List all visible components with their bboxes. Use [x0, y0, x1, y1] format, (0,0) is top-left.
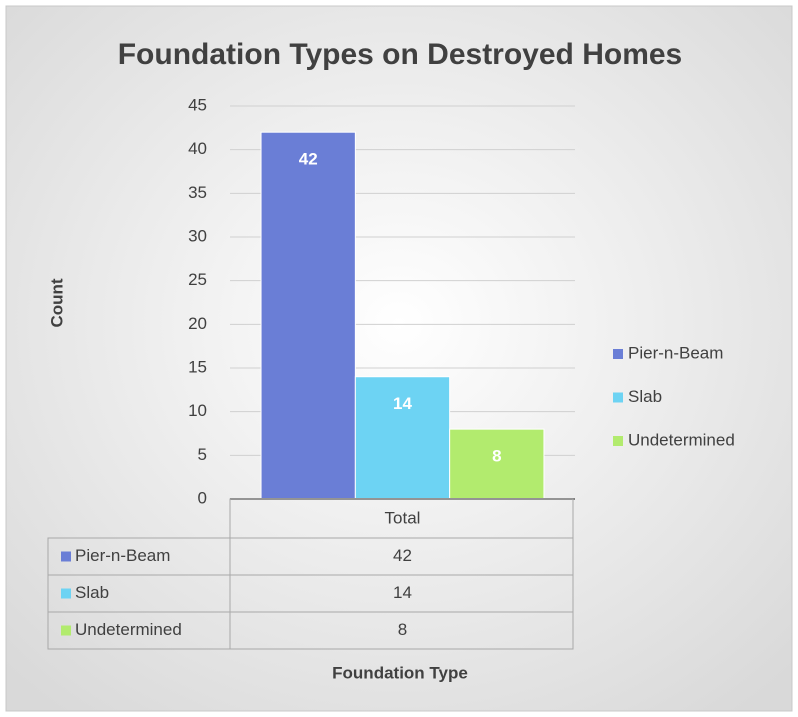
- y-tick-label: 45: [188, 95, 207, 114]
- y-tick-label: 15: [188, 357, 207, 376]
- table-key: [61, 551, 71, 562]
- x-tick-label: Total: [385, 508, 421, 527]
- y-tick-label: 20: [188, 314, 207, 333]
- y-tick-label: 35: [188, 183, 207, 202]
- y-tick-label: 0: [198, 488, 207, 507]
- table-value: 42: [393, 546, 412, 565]
- table-series-name: Pier-n-Beam: [75, 546, 170, 565]
- legend-label: Slab: [628, 387, 662, 406]
- y-tick-label: 25: [188, 270, 207, 289]
- chart-title: Foundation Types on Destroyed Homes: [118, 38, 683, 71]
- legend-key: [613, 436, 623, 446]
- y-tick-label: 10: [188, 401, 207, 420]
- table-value: 14: [393, 583, 412, 602]
- table-series-name: Undetermined: [75, 620, 182, 639]
- legend-key: [613, 392, 623, 403]
- x-axis-label: Foundation Type: [332, 663, 468, 682]
- chart-background: [5, 5, 793, 712]
- y-tick-label: 5: [198, 445, 207, 464]
- table-key: [61, 625, 71, 636]
- table-cell: [229, 611, 574, 650]
- legend-label: Pier-n-Beam: [628, 343, 723, 362]
- table-value: 8: [398, 620, 407, 639]
- y-tick-label: 40: [188, 139, 207, 158]
- data-label: 42: [299, 150, 318, 169]
- legend-key: [613, 349, 623, 359]
- table-series-name: Slab: [75, 583, 109, 602]
- data-label: 8: [492, 447, 501, 466]
- legend-label: Undetermined: [628, 430, 735, 449]
- y-tick-label: 30: [188, 226, 207, 245]
- table-key: [61, 588, 71, 599]
- data-label: 14: [393, 394, 412, 413]
- bar: [260, 131, 356, 500]
- bar: [354, 376, 451, 500]
- y-axis-label: Count: [47, 278, 66, 327]
